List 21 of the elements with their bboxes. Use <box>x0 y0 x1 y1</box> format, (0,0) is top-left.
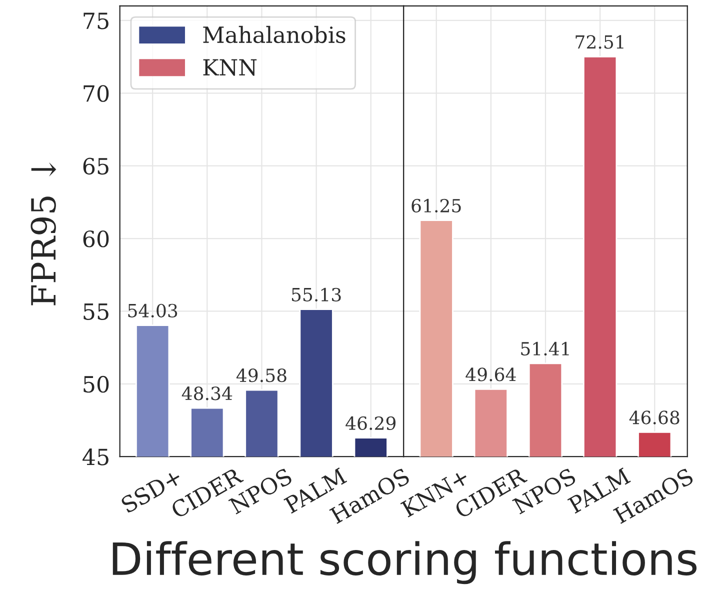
legend-label: Mahalanobis <box>203 26 346 44</box>
data-label: 61.25 <box>412 198 461 213</box>
data-label: 46.29 <box>346 416 396 430</box>
x-axis-title: Different scoring functions <box>112 541 697 584</box>
data-label: 46.68 <box>629 410 680 424</box>
data-label: 55.13 <box>292 288 341 302</box>
y-tick-label: 60 <box>83 230 109 248</box>
y-tick-label: 55 <box>84 303 108 320</box>
y-tick-label: 65 <box>83 158 108 175</box>
data-label: 49.58 <box>236 368 286 382</box>
legend-label: KNN <box>203 59 257 76</box>
y-axis-title: FPR95 ↓ <box>30 162 56 306</box>
data-label: 48.34 <box>182 386 232 400</box>
data-label: 49.64 <box>466 368 516 382</box>
data-label: 54.03 <box>128 304 178 318</box>
y-tick-label: 75 <box>84 12 108 30</box>
y-tick-label: 70 <box>84 85 109 102</box>
y-tick-label: 50 <box>84 376 109 393</box>
y-tick-label: 45 <box>82 448 108 466</box>
data-label: 51.41 <box>521 342 569 356</box>
data-label: 72.51 <box>576 35 624 49</box>
